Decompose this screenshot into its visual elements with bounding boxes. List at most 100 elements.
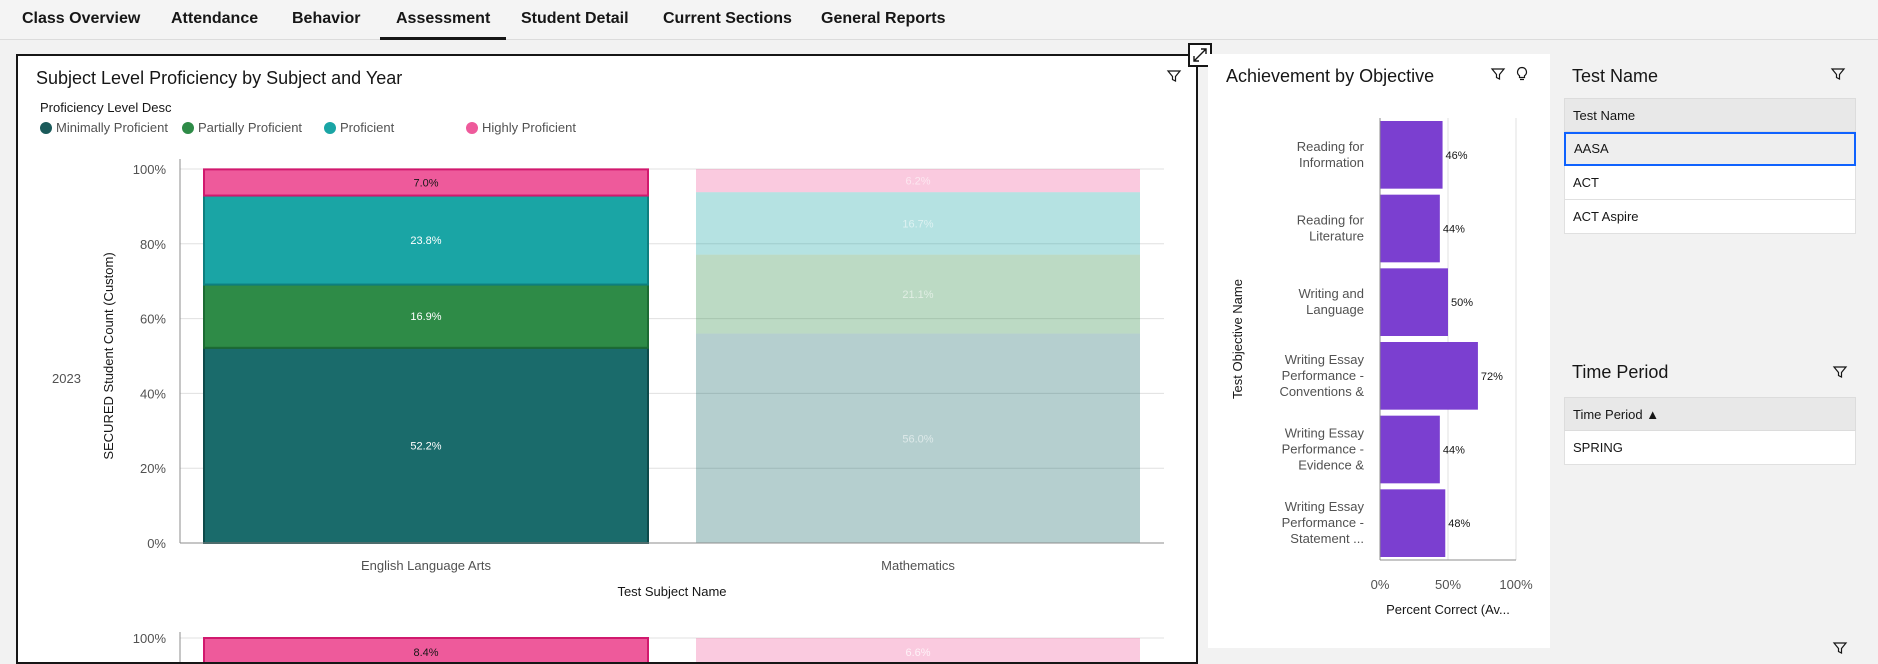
objective-bar-label: 46% — [1446, 150, 1468, 162]
y-tick-label: Literature — [1309, 229, 1364, 244]
test-name-panel: Test Name Test Name AASA ACT ACT Aspire — [1562, 54, 1862, 344]
y-tick-label: 100% — [133, 631, 167, 646]
objective-bar-label: 50% — [1451, 297, 1473, 309]
bar-segment[interactable] — [696, 192, 1140, 255]
filter-icon[interactable] — [1830, 66, 1846, 82]
x-tick-label: English Language Arts — [361, 558, 492, 573]
tab-attendance[interactable]: Attendance — [171, 10, 259, 27]
filter-icon[interactable] — [1490, 66, 1506, 82]
objective-bar[interactable] — [1380, 121, 1443, 189]
achievement-objective-panel: Achievement by Objective 46% 44% 50% 72% 44%… — [1208, 54, 1550, 648]
test-name-row[interactable]: ACT — [1564, 166, 1856, 200]
legend-item-minimally-proficient[interactable]: Minimally Proficient — [40, 120, 168, 135]
objective-bar[interactable] — [1380, 342, 1478, 410]
y-tick-label: 20% — [140, 461, 166, 476]
tab-behavior[interactable]: Behavior — [292, 10, 361, 27]
objective-bar[interactable] — [1380, 194, 1440, 263]
bar-data-label: 16.9% — [410, 311, 441, 323]
test-name-column-header[interactable]: Test Name — [1564, 98, 1856, 132]
filter-icon[interactable] — [1832, 640, 1848, 656]
legend-item-partially-proficient[interactable]: Partially Proficient — [182, 120, 302, 135]
y-tick-label: Information — [1299, 155, 1364, 170]
time-period-row[interactable]: SPRING — [1564, 431, 1856, 465]
bar-data-label: 56.0% — [902, 433, 933, 445]
legend-dot — [182, 122, 194, 134]
tab-general-reports[interactable]: General Reports — [821, 10, 946, 27]
legend-item-highly-proficient[interactable]: Highly Proficient — [466, 120, 576, 135]
achievement-objective-chart: 46% 44% 50% 72% 44% 48% 0% 50% 100% Test Objecti… — [1230, 118, 1533, 617]
bar-segment[interactable] — [203, 283, 649, 349]
legend-label: Proficient — [340, 120, 395, 135]
time-period-column-header[interactable]: Time Period ▲ — [1564, 397, 1856, 431]
test-name-row[interactable]: AASA — [1564, 132, 1856, 166]
legend-dot — [324, 122, 336, 134]
legend-dot — [40, 122, 52, 134]
y-tick-label: Writing and — [1298, 286, 1364, 301]
y-tick-label: Writing Essay — [1285, 352, 1365, 367]
x-tick-label: Mathematics — [881, 558, 955, 573]
bar-segment[interactable] — [203, 194, 649, 286]
legend-label: Minimally Proficient — [56, 120, 168, 135]
lightbulb-icon[interactable] — [1514, 66, 1530, 82]
y-tick-label: 100% — [133, 162, 167, 177]
legend-item-proficient[interactable]: Proficient — [324, 120, 394, 135]
x-tick-label: 100% — [1499, 577, 1533, 592]
y-tick-label: Language — [1306, 302, 1364, 317]
objective-bar[interactable] — [1380, 489, 1446, 557]
legend-label: Highly Proficient — [482, 120, 576, 135]
filter-icon[interactable] — [1832, 364, 1848, 380]
y-tick-label: Reading for — [1297, 139, 1365, 154]
proficiency-chart-title: Subject Level Proficiency by Subject and… — [36, 68, 403, 88]
time-period-title: Time Period — [1572, 362, 1669, 382]
bar-data-label: 7.0% — [413, 177, 438, 189]
achievement-objective-title: Achievement by Objective — [1226, 66, 1435, 86]
year-label: 2023 — [52, 371, 81, 386]
objective-bar-label: 44% — [1443, 445, 1465, 457]
bar-data-label: 52.2% — [410, 440, 441, 452]
proficiency-chart: 52.2% 16.9% 23.8% 7.0% 56.0% 21.1% 16.7% 6.2% 8.… — [52, 159, 1164, 662]
legend-dot — [466, 122, 478, 134]
objective-bar[interactable] — [1380, 268, 1448, 336]
y-tick-label: Performance - — [1282, 368, 1364, 383]
bar-segment[interactable] — [203, 168, 649, 197]
y-tick-label: 60% — [140, 312, 166, 327]
x-axis-title: Test Subject Name — [617, 584, 726, 599]
y-tick-label: Conventions & — [1279, 384, 1364, 399]
x-tick-label: 50% — [1435, 577, 1461, 592]
tab-assessment[interactable]: Assessment — [380, 0, 507, 40]
y-tick-label: 80% — [140, 237, 166, 252]
bar-data-label: 6.2% — [905, 176, 930, 188]
x-axis-title: Percent Correct (Av... — [1386, 602, 1510, 617]
objective-bar-label: 72% — [1481, 371, 1503, 383]
tab-student-detail[interactable]: Student Detail — [521, 10, 629, 27]
proficiency-chart-panel: Subject Level Proficiency by Subject and… — [16, 54, 1198, 664]
test-name-title: Test Name — [1572, 66, 1659, 86]
y-tick-label: Writing Essay — [1285, 426, 1365, 441]
tab-class-overview[interactable]: Class Overview — [22, 10, 141, 27]
test-name-row[interactable]: ACT Aspire — [1564, 200, 1856, 234]
y-tick-label: Evidence & — [1298, 458, 1364, 473]
objective-bar-label: 44% — [1443, 224, 1465, 236]
x-tick-label: 0% — [1371, 577, 1390, 592]
y-tick-label: Writing Essay — [1285, 499, 1365, 514]
y-tick-label: Reading for — [1297, 213, 1365, 228]
bar-data-label: 21.1% — [902, 289, 933, 301]
y-tick-label: 40% — [140, 386, 166, 401]
bar-segment[interactable] — [696, 169, 1140, 193]
legend-label: Partially Proficient — [198, 120, 303, 135]
y-axis-title: SECURED Student Count (Custom) — [101, 252, 116, 459]
y-tick-label: Performance - — [1282, 442, 1364, 457]
legend-title: Proficiency Level Desc — [40, 100, 172, 115]
bar-data-label: 16.7% — [902, 218, 933, 230]
y-tick-label: 0% — [147, 536, 166, 551]
tab-bar: Class Overview Attendance Behavior Asses… — [0, 0, 1878, 40]
expand-icon — [1193, 48, 1207, 62]
y-tick-label: Performance - — [1282, 515, 1364, 530]
filter-icon[interactable] — [1166, 68, 1182, 84]
tab-current-sections[interactable]: Current Sections — [663, 10, 792, 27]
bar-data-label: 6.6% — [905, 647, 930, 659]
objective-bar[interactable] — [1380, 415, 1440, 484]
bar-segment[interactable] — [696, 254, 1140, 334]
y-tick-label: Statement ... — [1290, 531, 1364, 546]
bar-segment[interactable] — [696, 333, 1140, 543]
